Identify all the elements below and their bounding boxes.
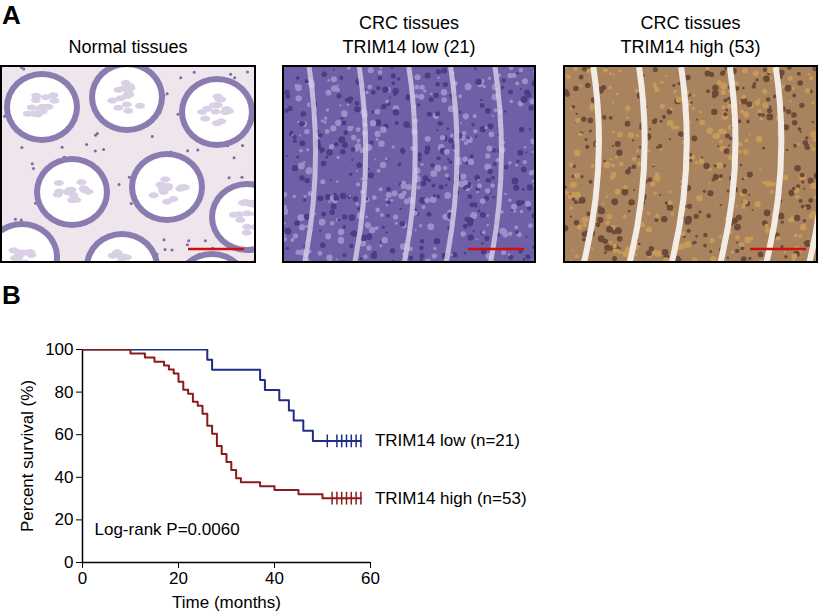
html-text:TRIM14 high (53): TRIM14 high (53)	[620, 37, 761, 57]
svg-text:TRIM14 high (n=53): TRIM14 high (n=53)	[375, 489, 527, 508]
svg-text:Time (months): Time (months)	[172, 593, 281, 612]
svg-text:Log-rank P=0.0060: Log-rank P=0.0060	[95, 520, 240, 539]
svg-text:80: 80	[55, 383, 74, 402]
svg-text:60: 60	[361, 569, 380, 588]
html-text:B: B	[2, 280, 21, 310]
html-text:CRC tissues: CRC tissues	[640, 13, 741, 33]
html-text:A: A	[2, 0, 21, 30]
svg-text:20: 20	[169, 569, 188, 588]
svg-text:60: 60	[55, 425, 74, 444]
html-text:CRC tissues: CRC tissues	[359, 13, 459, 33]
svg-text:TRIM14 low (n=21): TRIM14 low (n=21)	[375, 431, 520, 450]
html-text:Normal tissues: Normal tissues	[68, 37, 188, 57]
svg-text:40: 40	[55, 468, 74, 487]
svg-text:20: 20	[55, 510, 74, 529]
svg-text:0: 0	[64, 553, 73, 572]
svg-text:Percent survival (%): Percent survival (%)	[18, 380, 37, 532]
svg-text:40: 40	[265, 569, 284, 588]
svg-text:0: 0	[78, 569, 87, 588]
svg-text:100: 100	[45, 340, 73, 359]
html-text:TRIM14 low (21): TRIM14 low (21)	[342, 37, 476, 57]
